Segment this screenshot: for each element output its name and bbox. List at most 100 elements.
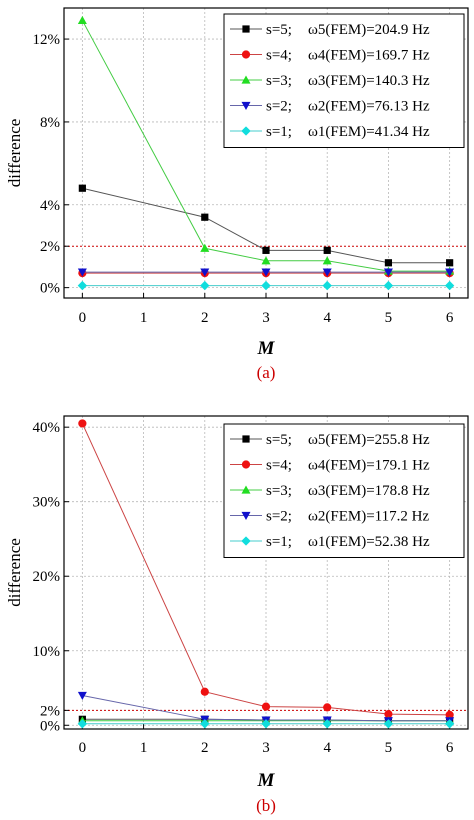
data-point [200, 719, 210, 729]
legend-freq-label: ω3(FEM)=140.3 Hz [308, 73, 430, 89]
legend-s-label: s=4; [266, 458, 292, 474]
x-tick-label: 2 [201, 740, 209, 756]
x-tick-label: 5 [385, 740, 393, 756]
data-point [201, 213, 209, 221]
y-tick-label: 2% [40, 239, 60, 255]
legend-freq-label: ω2(FEM)=76.13 Hz [308, 99, 430, 115]
x-tick-label: 0 [79, 740, 87, 756]
data-point [77, 691, 87, 700]
data-point [444, 719, 455, 729]
series-s1 [77, 719, 455, 729]
legend: s=5; ω5(FEM)=255.8 Hz s=4; ω4(FEM)=179.1 Hz… [223, 423, 465, 558]
y-tick-label: 40% [33, 420, 61, 436]
y-tick-label: 0% [40, 718, 60, 734]
legend-box [223, 13, 465, 148]
data-point [77, 719, 88, 729]
data-point [78, 419, 87, 428]
legend-freq-label: ω1(FEM)=52.38 Hz [308, 534, 430, 550]
data-point [383, 280, 394, 291]
x-tick-label: 1 [140, 740, 148, 756]
legend-s-label: s=5; [266, 432, 292, 448]
legend-swatch-marker [241, 485, 251, 494]
legend-s-label: s=3; [266, 73, 292, 89]
legend-swatch-marker [242, 25, 250, 33]
data-point [384, 259, 393, 267]
x-tick-label: 6 [446, 310, 454, 326]
legend-freq-label: ω4(FEM)=179.1 Hz [308, 458, 430, 474]
legend-swatch-marker [241, 536, 251, 546]
data-point [322, 719, 332, 729]
data-point [77, 268, 87, 277]
series-line [81, 20, 450, 272]
legend-s-label: s=2; [266, 509, 292, 525]
x-tick-label: 5 [385, 310, 393, 326]
legend: s=5; ω5(FEM)=204.9 Hz s=4; ω4(FEM)=169.7 Hz… [223, 13, 465, 148]
legend-freq-label: ω5(FEM)=204.9 Hz [308, 22, 430, 38]
series-line [81, 423, 450, 716]
data-point [262, 246, 270, 254]
x-tick-label: 3 [262, 740, 270, 756]
legend-swatch-marker [241, 101, 251, 110]
data-point [261, 719, 271, 729]
data-point [322, 256, 332, 265]
x-tick-label: 4 [323, 310, 331, 326]
data-point [200, 280, 210, 291]
legend-swatch-marker [241, 511, 251, 520]
y-tick-label: 8% [40, 115, 60, 131]
data-point [445, 268, 455, 277]
series-line [82, 694, 450, 722]
data-point [77, 280, 88, 291]
legend-freq-label: ω5(FEM)=255.8 Hz [308, 432, 430, 448]
data-point [200, 268, 210, 277]
x-tick-label: 4 [323, 740, 331, 756]
legend-s-label: s=1; [266, 534, 292, 550]
legend-box [223, 423, 465, 558]
x-tick-label: 2 [201, 310, 209, 326]
y-axis-label: difference [5, 119, 24, 188]
chart-panel-a: 0 1 2 3 4 5 6 0% 2% 4% 8% 12% difference M (a) s=5; ω5(F… [5, 7, 469, 382]
legend-s-label: s=2; [266, 99, 292, 115]
x-axis-label: M [257, 770, 276, 791]
y-tick-label: 2% [40, 703, 60, 719]
data-point [322, 268, 332, 277]
legend-swatch-marker [241, 126, 251, 136]
series-s4 [78, 419, 454, 719]
data-point [323, 703, 332, 712]
y-tick-label: 0% [40, 281, 60, 297]
y-tick-label: 12% [33, 32, 61, 48]
y-tick-label: 30% [33, 495, 61, 511]
data-point [383, 268, 393, 277]
series-s2 [77, 268, 455, 277]
legend-s-label: s=3; [266, 483, 292, 499]
series-s1 [77, 280, 455, 291]
legend-freq-label: ω3(FEM)=178.8 Hz [308, 483, 430, 499]
panel-caption: (b) [256, 796, 276, 815]
data-point [446, 259, 454, 267]
legend-swatch-marker [241, 460, 251, 469]
data-point [200, 687, 209, 696]
data-point [384, 709, 393, 719]
legend-s-label: s=4; [266, 48, 292, 64]
data-point [322, 280, 332, 291]
data-point [261, 256, 271, 265]
data-point [444, 280, 455, 291]
x-tick-label: 1 [140, 310, 148, 326]
y-tick-label: 4% [40, 198, 60, 214]
legend-freq-label: ω2(FEM)=117.2 Hz [308, 509, 429, 525]
data-point [78, 184, 86, 192]
legend-swatch-marker [242, 435, 250, 443]
data-point [261, 280, 271, 291]
panel-caption: (a) [257, 363, 276, 382]
x-tick-label: 0 [79, 310, 87, 326]
data-point [383, 719, 394, 729]
x-axis-label: M [257, 338, 276, 359]
x-tick-label: 6 [446, 740, 454, 756]
legend-swatch-marker [241, 75, 251, 84]
data-point [445, 710, 454, 719]
data-point [261, 702, 271, 711]
series-s5 [78, 184, 454, 267]
data-point [200, 243, 210, 252]
y-axis-label: difference [5, 538, 24, 607]
data-point [77, 15, 87, 25]
